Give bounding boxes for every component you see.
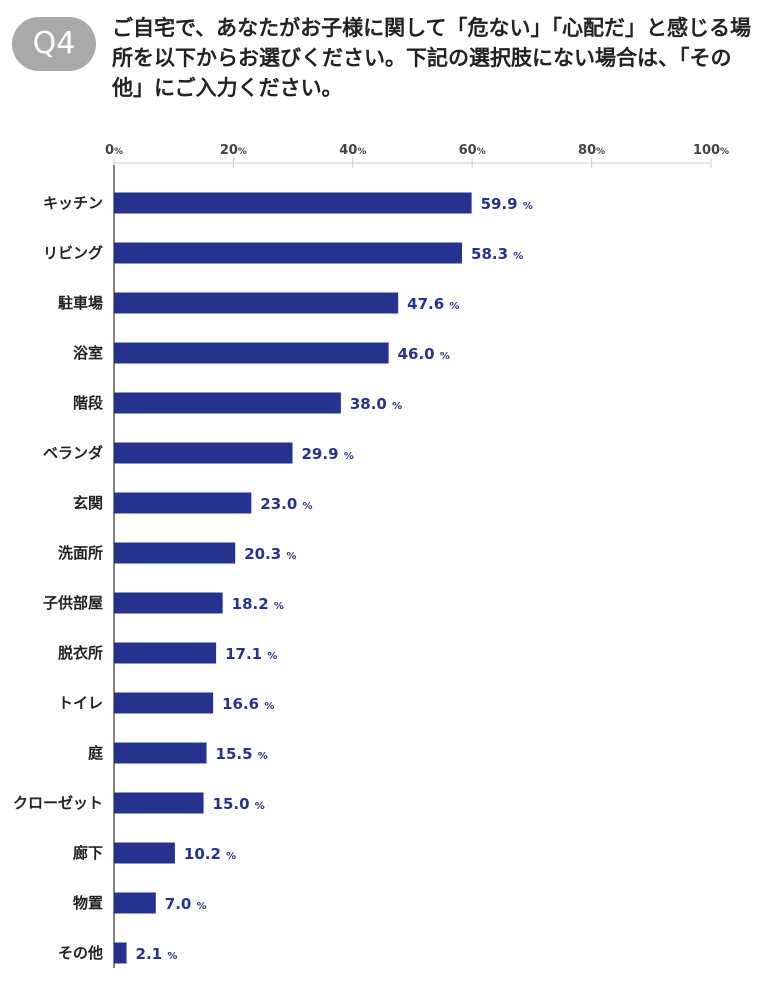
data-label: 17.1 % [225, 645, 277, 663]
category-label: クローゼット [13, 794, 103, 812]
bar [114, 792, 204, 814]
bar [114, 442, 293, 464]
data-label: 10.2 % [184, 845, 236, 863]
bar [114, 842, 175, 864]
category-label: 階段 [73, 394, 103, 412]
x-tick-label: 80% [578, 143, 605, 158]
data-label: 29.9 % [302, 445, 354, 463]
bar [114, 342, 389, 364]
category-label: 物置 [73, 894, 103, 912]
category-label: その他 [58, 944, 103, 962]
x-tick-label: 20% [220, 143, 247, 158]
category-label: 庭 [88, 744, 104, 762]
data-label: 20.3 % [244, 545, 296, 563]
category-label: リビング [43, 244, 103, 262]
category-label: 脱衣所 [58, 644, 103, 662]
category-label: 廊下 [73, 844, 103, 862]
bar [114, 392, 341, 414]
data-label: 18.2 % [232, 595, 284, 613]
data-label: 58.3 % [471, 245, 523, 263]
category-label: 洗面所 [58, 544, 103, 562]
category-label: ベランダ [43, 444, 103, 462]
category-label: キッチン [43, 194, 103, 212]
data-label: 23.0 % [260, 495, 312, 513]
bar [114, 192, 472, 214]
bar [114, 292, 399, 314]
category-label: 玄関 [73, 494, 103, 512]
bar [114, 542, 236, 564]
x-tick-label: 40% [339, 143, 366, 158]
bar [114, 892, 156, 914]
data-label: 15.0 % [213, 795, 265, 813]
bar [114, 592, 223, 614]
data-label: 7.0 % [165, 895, 207, 913]
x-tick-label: 0% [105, 143, 123, 158]
data-label: 2.1 % [136, 945, 178, 963]
bar [114, 742, 207, 764]
bar [114, 492, 252, 514]
data-label: 47.6 % [407, 295, 459, 313]
category-label: 駐車場 [58, 294, 103, 312]
question-text: ご自宅で、あなたがお子様に関して「危ない」「心配だ」と感じる場所を以下からお選び… [112, 16, 752, 100]
data-label: 16.6 % [222, 695, 274, 713]
category-label: 浴室 [73, 344, 103, 362]
category-label: トイレ [58, 694, 103, 712]
data-label: 46.0 % [398, 345, 450, 363]
x-tick-label: 100% [693, 143, 729, 158]
bar [114, 692, 214, 714]
bar [114, 242, 463, 264]
x-tick-label: 60% [459, 143, 486, 158]
bar [114, 642, 217, 664]
question-number-badge: Q4 [12, 17, 96, 71]
data-label: 59.9 % [481, 195, 533, 213]
bar [114, 942, 127, 964]
data-label: 15.5 % [216, 745, 268, 763]
data-label: 38.0 % [350, 395, 402, 413]
category-label: 子供部屋 [43, 594, 103, 612]
